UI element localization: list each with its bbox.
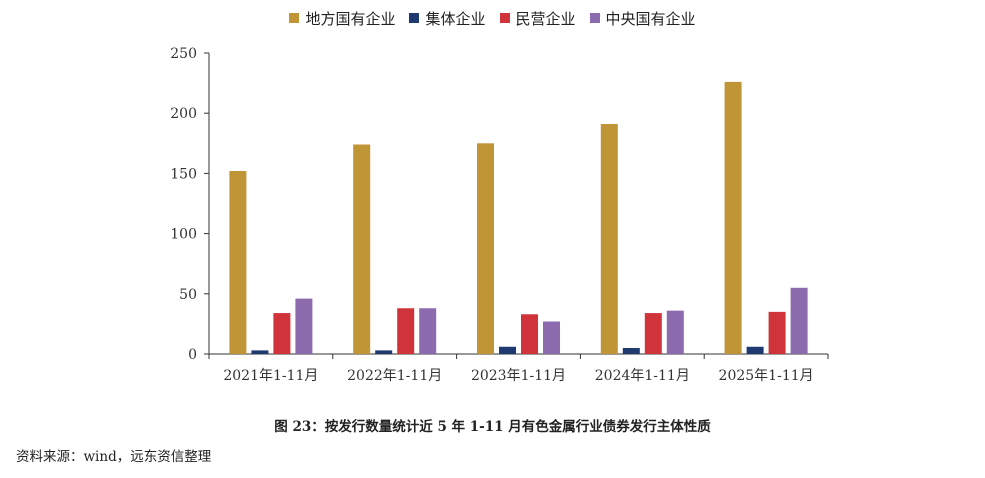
legend-swatch [499, 13, 510, 23]
bar [644, 313, 662, 354]
y-tick-label: 0 [188, 347, 197, 363]
bar [251, 350, 269, 354]
x-tick-label: 2025年1-11月 [719, 368, 814, 384]
source-note: 资料来源：wind，远东资信整理 [16, 449, 212, 465]
bar [375, 350, 393, 354]
x-tick-label: 2023年1-11月 [471, 368, 566, 384]
figure-caption: 图 23：按发行数量统计近 5 年 1-11 月有色金属行业债券发行主体性质 [274, 419, 711, 435]
bar [273, 313, 291, 354]
legend-label: 集体企业 [425, 9, 486, 28]
legend-item-private: 民营企业 [499, 8, 576, 29]
bar [419, 308, 437, 354]
bar [746, 346, 764, 354]
bar [353, 144, 371, 354]
bar [543, 321, 560, 354]
bar [397, 308, 415, 354]
bar [521, 314, 538, 354]
y-tick-label: 250 [170, 46, 197, 62]
y-tick-label: 100 [170, 227, 197, 243]
legend-item-central-soe: 中央国有企业 [589, 8, 696, 29]
bar [790, 287, 808, 354]
bar [499, 346, 516, 354]
legend-swatch [409, 13, 420, 23]
y-tick-label: 50 [179, 287, 197, 303]
y-tick-label: 150 [170, 166, 197, 182]
bar [622, 347, 640, 354]
y-tick-label: 200 [170, 106, 197, 122]
chart-legend: 地方国有企业 集体企业 民营企业 中央国有企业 [0, 8, 985, 28]
bar [600, 124, 618, 354]
legend-label: 地方国有企业 [305, 9, 396, 28]
bar [477, 143, 494, 354]
x-tick-label: 2022年1-11月 [347, 368, 442, 384]
bar [666, 310, 684, 354]
x-tick-label: 2024年1-11月 [595, 368, 690, 384]
legend-item-collective: 集体企业 [409, 8, 486, 29]
x-tick-label: 2021年1-11月 [223, 368, 318, 384]
legend-swatch [289, 13, 300, 23]
legend-item-local-soe: 地方国有企业 [289, 8, 395, 29]
bar [724, 81, 742, 355]
legend-label: 民营企业 [515, 9, 576, 28]
legend-label: 中央国有企业 [605, 9, 696, 28]
bar [768, 311, 786, 354]
bar [295, 298, 313, 354]
legend-swatch [589, 13, 600, 23]
bar [229, 170, 247, 354]
